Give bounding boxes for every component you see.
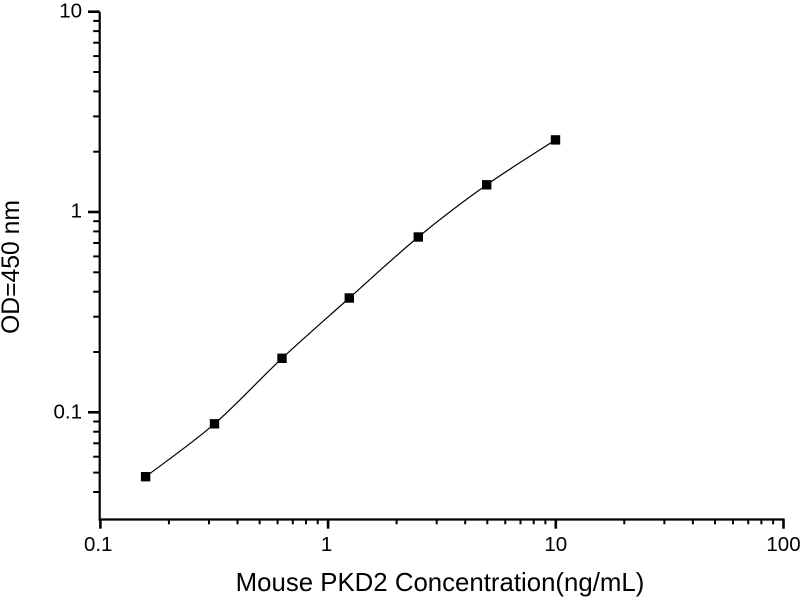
svg-text:10: 10 (59, 0, 82, 23)
svg-text:0.1: 0.1 (54, 401, 83, 424)
svg-text:10: 10 (544, 533, 567, 556)
svg-text:1: 1 (321, 533, 332, 556)
svg-text:OD=450 nm: OD=450 nm (0, 200, 25, 334)
svg-text:100: 100 (766, 533, 800, 556)
svg-text:1: 1 (71, 200, 82, 223)
svg-text:0.1: 0.1 (84, 533, 113, 556)
svg-text:Mouse PKD2 Concentration(ng/mL: Mouse PKD2 Concentration(ng/mL) (236, 569, 645, 597)
